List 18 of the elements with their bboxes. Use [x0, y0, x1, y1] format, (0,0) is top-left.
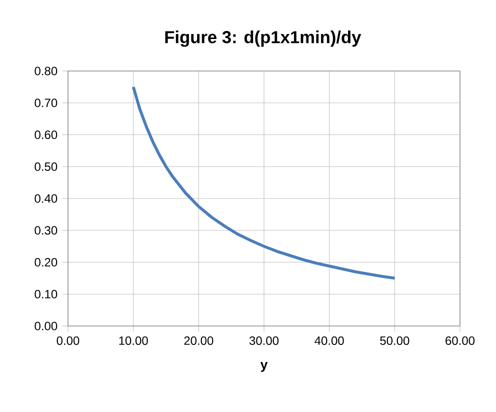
x-tick-label: 50.00	[380, 336, 410, 345]
y-tick-label: 0.80	[34, 66, 58, 76]
x-tick-label: 60.00	[446, 336, 475, 345]
x-axis-title: y	[260, 362, 268, 372]
y-tick-label: 0.00	[34, 322, 58, 330]
y-tick-label: 0.50	[34, 162, 58, 171]
x-tick-label: 10.00	[119, 336, 148, 345]
y-tick-label: 0.60	[34, 130, 58, 140]
y-tick-label: 0.40	[34, 194, 58, 203]
y-tick-label: 0.70	[34, 98, 58, 108]
y-tick-label: 0.10	[34, 290, 58, 298]
x-tick-label: 0.00	[56, 336, 80, 345]
y-tick-label: 0.30	[34, 226, 58, 235]
x-tick-label: 20.00	[184, 336, 214, 345]
chart-title: Figure 3: d(p1x1min)/dy	[165, 30, 362, 47]
y-tick-label: 0.20	[34, 258, 58, 267]
x-tick-label: 40.00	[314, 336, 344, 345]
x-tick-label: 30.00	[249, 336, 279, 345]
